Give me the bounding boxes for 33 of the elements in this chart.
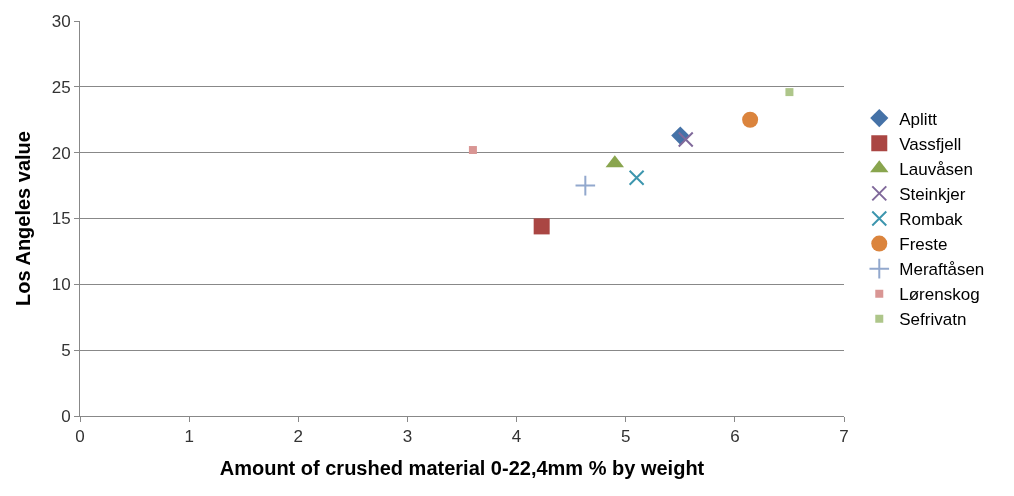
x-tick-label: 2 bbox=[293, 427, 304, 447]
y-tick-label: 10 bbox=[51, 275, 71, 295]
x-tick-label: 4 bbox=[511, 427, 522, 447]
y-tick-label: 15 bbox=[51, 209, 71, 229]
y-tick-label: 30 bbox=[51, 11, 71, 31]
y-tick-label: 5 bbox=[61, 341, 71, 361]
legend-label: Sefrivatn bbox=[899, 310, 967, 330]
x-tick-label: 7 bbox=[839, 427, 849, 447]
x-tick-label: 3 bbox=[402, 427, 413, 447]
legend-label: Meraftåsen bbox=[899, 260, 985, 280]
x-tick-label: 0 bbox=[75, 427, 85, 447]
x-tick-label: 5 bbox=[620, 427, 631, 447]
legend-label: Lørenskog bbox=[899, 285, 980, 305]
point bbox=[468, 146, 477, 155]
x-tick-label: 6 bbox=[730, 427, 740, 447]
point bbox=[574, 174, 597, 197]
legend-label: Aplitt bbox=[899, 109, 938, 129]
legend-label: Freste bbox=[899, 235, 948, 255]
legend-label: Lauvåsen bbox=[899, 159, 974, 179]
legend-label: Steinkjer bbox=[899, 184, 966, 204]
point bbox=[785, 88, 794, 97]
point bbox=[628, 169, 645, 186]
point bbox=[677, 131, 694, 148]
y-tick-label: 0 bbox=[61, 406, 71, 426]
legend-label: Vassfjell bbox=[899, 134, 962, 154]
x-axis-title: Amount of crushed material 0-22,4mm % by weight bbox=[219, 456, 705, 479]
point bbox=[533, 218, 550, 235]
x-tick-label: 1 bbox=[184, 427, 194, 447]
y-tick-label: 25 bbox=[51, 77, 71, 97]
y-axis-title: Los Angeles value bbox=[12, 131, 35, 306]
point bbox=[742, 111, 759, 128]
legend-label: Rombak bbox=[899, 210, 964, 230]
y-tick-label: 20 bbox=[51, 143, 71, 163]
